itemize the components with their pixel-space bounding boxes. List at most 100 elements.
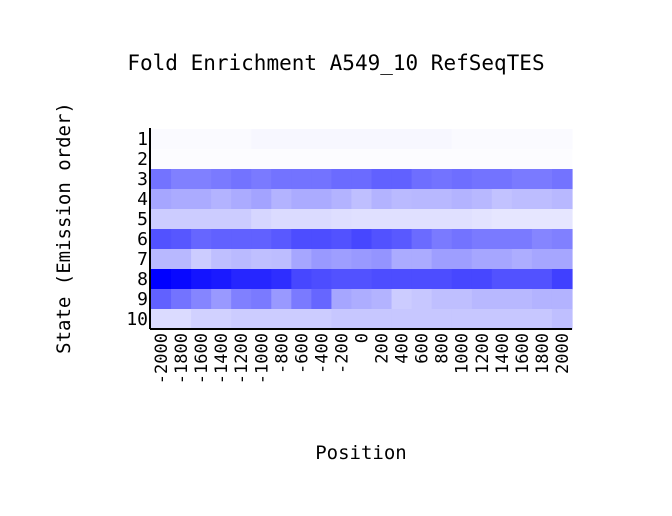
heatmap-cell — [291, 309, 312, 330]
x-tick-label: 1600 — [513, 333, 533, 374]
heatmap-cell — [191, 309, 212, 330]
heatmap-cell — [371, 249, 393, 270]
heatmap-cell — [191, 189, 212, 210]
heatmap-cell — [391, 269, 413, 290]
x-tick-label: 1200 — [473, 333, 493, 374]
heatmap-cell — [171, 129, 192, 150]
x-tick-label: 200 — [373, 333, 393, 364]
heatmap-cell — [551, 189, 573, 210]
heatmap-cell — [291, 289, 312, 310]
heatmap-cell — [231, 309, 252, 330]
heatmap-cell — [451, 249, 473, 270]
heatmap-cell — [351, 289, 373, 310]
y-tick-label: 3 — [137, 169, 148, 190]
heatmap-cell — [531, 149, 553, 170]
heatmap-cell — [411, 169, 433, 190]
heatmap-cell — [291, 229, 312, 250]
heatmap-cell — [471, 169, 493, 190]
heatmap-cell — [331, 269, 353, 290]
heatmap-cell — [551, 149, 573, 170]
heatmap-cell — [191, 229, 212, 250]
heatmap-cell — [511, 289, 533, 310]
heatmap-cell — [551, 249, 573, 270]
heatmap-cell — [251, 129, 272, 150]
x-axis-label: Position — [315, 442, 407, 464]
heatmap-cell — [291, 129, 312, 150]
heatmap-cell — [251, 189, 272, 210]
heatmap-cell — [211, 249, 232, 270]
heatmap-cell — [531, 249, 553, 270]
heatmap-cell — [231, 149, 252, 170]
heatmap-cell — [151, 149, 172, 170]
heatmap-cell — [311, 289, 333, 310]
heatmap-cell — [211, 169, 232, 190]
x-tick-label: 0 — [353, 333, 373, 343]
heatmap-cell — [411, 309, 433, 330]
heatmap-cell — [191, 129, 212, 150]
heatmap-cell — [371, 149, 393, 170]
heatmap-cell — [151, 189, 172, 210]
heatmap-cell — [331, 189, 353, 210]
heatmap-cell — [471, 229, 493, 250]
heatmap-cell — [231, 269, 252, 290]
heatmap-cell — [411, 269, 433, 290]
heatmap-cell — [311, 229, 333, 250]
heatmap-cell — [531, 229, 553, 250]
heatmap-cell — [451, 289, 473, 310]
x-tick-label: -400 — [312, 333, 332, 374]
heatmap-cell — [191, 289, 212, 310]
heatmap-cell — [171, 269, 192, 290]
y-tick-label: 10 — [126, 309, 148, 330]
heatmap-cell — [411, 209, 433, 230]
heatmap-cell — [191, 169, 212, 190]
heatmap-cell — [371, 229, 393, 250]
heatmap-cell — [371, 309, 393, 330]
heatmap-cell — [511, 309, 533, 330]
heatmap-cell — [511, 169, 533, 190]
heatmap-cell — [231, 209, 252, 230]
heatmap-cell — [491, 269, 513, 290]
heatmap-cell — [511, 229, 533, 250]
heatmap-cell — [251, 309, 272, 330]
heatmap-cell — [371, 129, 393, 150]
heatmap-cell — [371, 209, 393, 230]
heatmap-cell — [491, 309, 513, 330]
heatmap-cell — [351, 309, 373, 330]
x-tick-label: 1400 — [493, 333, 513, 374]
heatmap-cell — [311, 209, 333, 230]
heatmap-cell — [151, 209, 172, 230]
heatmap-cell — [531, 129, 553, 150]
heatmap-cell — [251, 249, 272, 270]
heatmap-cell — [291, 149, 312, 170]
x-tick-label: 400 — [393, 333, 413, 364]
heatmap-cell — [191, 249, 212, 270]
heatmap-cell — [431, 289, 453, 310]
heatmap-cell — [151, 129, 172, 150]
heatmap-cell — [171, 309, 192, 330]
heatmap-cell — [171, 229, 192, 250]
heatmap-cell — [551, 229, 573, 250]
heatmap-cell — [431, 189, 453, 210]
heatmap-cell — [211, 229, 232, 250]
heatmap-cell — [491, 289, 513, 310]
heatmap-cell — [311, 149, 333, 170]
heatmap-cell — [331, 289, 353, 310]
heatmap-cell — [551, 289, 573, 310]
heatmap-cell — [271, 309, 292, 330]
heatmap-cell — [311, 129, 333, 150]
x-tick-label: -1000 — [252, 333, 272, 384]
heatmap-cell — [171, 149, 192, 170]
heatmap-cell — [151, 269, 172, 290]
heatmap-cell — [351, 169, 373, 190]
heatmap-cell — [311, 249, 333, 270]
heatmap-cell — [151, 309, 172, 330]
heatmap-cell — [451, 309, 473, 330]
heatmap-cell — [211, 289, 232, 310]
heatmap-cell — [531, 269, 553, 290]
heatmap-cell — [511, 129, 533, 150]
heatmap-cell — [331, 229, 353, 250]
heatmap-cell — [511, 209, 533, 230]
x-tick-label: 600 — [413, 333, 433, 364]
heatmap-cell — [451, 269, 473, 290]
